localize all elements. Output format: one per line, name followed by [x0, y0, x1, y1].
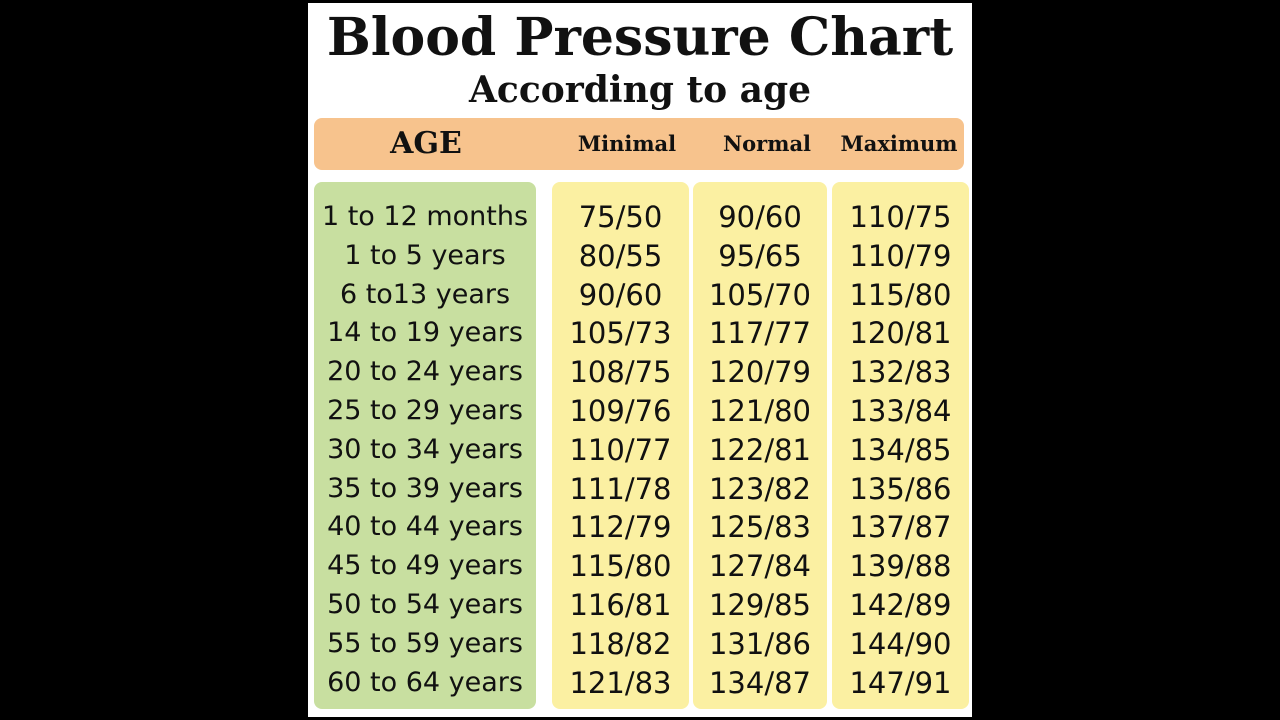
normal-cell: 122/81: [708, 432, 812, 467]
age-cell: 30 to 34 years: [327, 433, 523, 465]
age-cell: 14 to 19 years: [327, 317, 523, 349]
minimal-cell: 115/80: [569, 549, 672, 584]
chart-card: Blood Pressure Chart According to age AG…: [308, 3, 972, 717]
normal-cell: 95/65: [718, 238, 802, 273]
maximum-cell: 132/83: [849, 355, 952, 390]
table-row: 1 to 12 months 75/50 90/60 110/75: [308, 198, 972, 237]
normal-cell: 117/77: [708, 316, 812, 351]
age-column-background: [314, 182, 536, 709]
normal-cell: 121/80: [708, 393, 812, 428]
table-row: 55 to 59 years 118/82 131/86 144/90: [308, 625, 972, 664]
age-cell: 40 to 44 years: [327, 511, 523, 543]
maximum-cell: 133/84: [849, 393, 952, 428]
maximum-cell: 137/87: [849, 510, 952, 545]
age-cell: 55 to 59 years: [327, 627, 523, 659]
age-cell: 50 to 54 years: [327, 588, 523, 620]
table-row: 25 to 29 years 109/76 121/80 133/84: [308, 392, 972, 431]
maximum-cell: 120/81: [849, 316, 952, 351]
minimal-cell: 110/77: [569, 432, 672, 467]
minimal-cell: 105/73: [569, 316, 672, 351]
minimal-cell: 116/81: [569, 587, 672, 622]
minimal-column-background: [552, 182, 689, 709]
age-cell: 20 to 24 years: [327, 356, 523, 388]
age-cell: 45 to 49 years: [327, 550, 523, 582]
normal-cell: 131/86: [708, 626, 812, 661]
normal-cell: 134/87: [708, 665, 812, 700]
minimal-cell: 118/82: [569, 626, 672, 661]
maximum-cell: 115/80: [849, 277, 952, 312]
normal-cell: 125/83: [708, 510, 812, 545]
maximum-cell: 142/89: [849, 587, 952, 622]
age-cell: 6 to13 years: [339, 278, 511, 310]
maximum-cell: 110/75: [849, 200, 952, 234]
normal-cell: 127/84: [708, 549, 812, 584]
minimal-cell: 109/76: [569, 393, 672, 428]
table-row: 30 to 34 years 110/77 122/81 134/85: [308, 431, 972, 470]
maximum-cell: 144/90: [849, 626, 952, 661]
minimal-cell: 121/83: [569, 665, 672, 700]
table-header: AGE Minimal Normal Maximum: [314, 118, 964, 170]
age-cell: 1 to 12 months: [321, 201, 529, 232]
minimal-cell: 112/79: [569, 510, 672, 545]
minimal-cell: 90/60: [578, 277, 663, 312]
maximum-cell: 139/88: [849, 549, 952, 584]
maximum-column-background: [832, 182, 969, 709]
normal-cell: 123/82: [708, 471, 812, 506]
header-normal: Normal: [722, 131, 812, 156]
table-row: 1 to 5 years 80/55 95/65 110/79: [308, 237, 972, 276]
table-row: 60 to 64 years 121/83 134/87 147/91: [308, 664, 972, 703]
age-cell: 25 to 29 years: [327, 394, 523, 426]
normal-cell: 129/85: [708, 587, 812, 622]
maximum-cell: 147/91: [849, 665, 952, 700]
table-row: 40 to 44 years 112/79 125/83 137/87: [308, 508, 972, 547]
maximum-cell: 135/86: [849, 471, 952, 506]
minimal-cell: 80/55: [578, 238, 663, 273]
table-row: 35 to 39 years 111/78 123/82 135/86: [308, 470, 972, 509]
chart-subtitle: According to age: [468, 69, 812, 111]
table-row: 45 to 49 years 115/80 127/84 139/88: [308, 547, 972, 586]
chart-title: Blood Pressure Chart: [326, 7, 954, 68]
header-maximum: Maximum: [840, 131, 958, 156]
header-minimal: Minimal: [577, 131, 677, 156]
header-age: AGE: [390, 126, 462, 161]
minimal-cell: 111/78: [569, 471, 672, 506]
table-row: 20 to 24 years 108/75 120/79 132/83: [308, 353, 972, 392]
table-row: 50 to 54 years 116/81 129/85 142/89: [308, 586, 972, 625]
minimal-cell: 75/50: [578, 200, 663, 234]
normal-cell: 120/79: [708, 355, 812, 390]
table-body: 1 to 12 months 75/50 90/60 110/75 1 to 5 yea…: [308, 198, 972, 702]
maximum-cell: 110/79: [849, 238, 952, 273]
minimal-cell: 108/75: [569, 355, 672, 390]
normal-cell: 90/60: [718, 200, 802, 234]
normal-column-background: [693, 182, 827, 709]
age-cell: 1 to 5 years: [344, 239, 506, 271]
maximum-cell: 134/85: [849, 432, 952, 467]
table-row: 14 to 19 years 105/73 117/77 120/81: [308, 314, 972, 353]
normal-cell: 105/70: [708, 277, 812, 312]
age-cell: 60 to 64 years: [327, 666, 523, 698]
table-row: 6 to13 years 90/60 105/70 115/80: [308, 276, 972, 315]
age-cell: 35 to 39 years: [327, 472, 523, 504]
